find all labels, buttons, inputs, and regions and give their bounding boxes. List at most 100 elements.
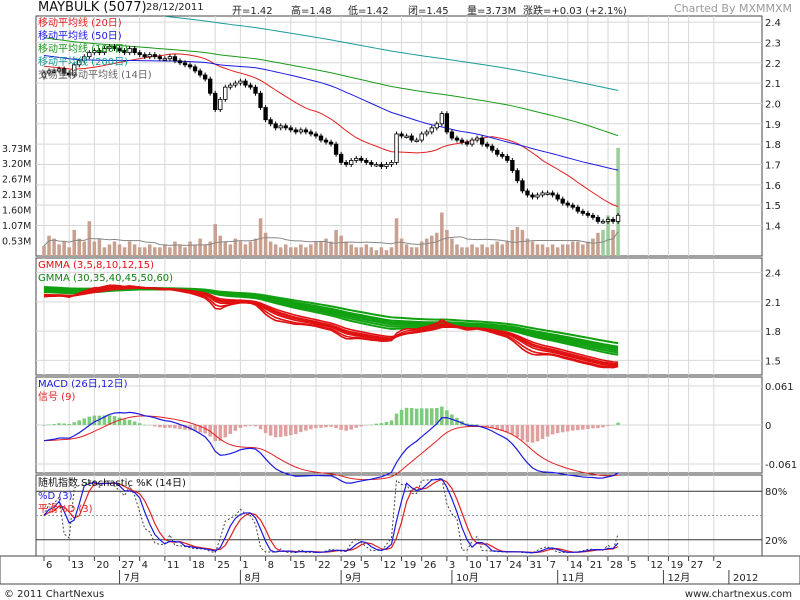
legend-ma100: 移动平均线 (100日) (38, 44, 129, 55)
volume-bar (117, 244, 122, 256)
macd-histogram-bar (359, 425, 364, 427)
volume-bar (213, 224, 217, 256)
volume-bar (344, 241, 348, 256)
candle-body (505, 155, 510, 161)
volume-bar (571, 241, 575, 256)
candle-body (122, 50, 127, 54)
macd-histogram-bar (158, 425, 162, 428)
volume-bar (470, 244, 474, 256)
macd-histogram-bar (495, 425, 499, 430)
candle-body (318, 135, 324, 141)
macd-histogram-bar (510, 425, 515, 435)
price-axis-label: 2.4 (765, 18, 781, 29)
candle-body (565, 202, 570, 206)
volume-bar (77, 238, 82, 256)
stoch-k-line (43, 477, 619, 554)
macd-histogram-bar (505, 425, 510, 433)
x-tick-label: 18 (192, 560, 205, 571)
candle-body (308, 131, 314, 135)
macd-histogram-bar (324, 425, 328, 428)
candle-body (167, 56, 173, 60)
price-axis-label: 1.9 (765, 120, 781, 131)
macd-histogram-bar (273, 425, 278, 438)
volume-bar (480, 244, 484, 256)
candle-body (142, 54, 147, 58)
macd-histogram-bar (107, 415, 112, 425)
macd-axis-label: 0 (765, 421, 771, 432)
volume-bar (72, 229, 76, 256)
macd-histogram-bar (309, 425, 313, 430)
ma50-line (43, 55, 619, 171)
macd-histogram-bar (67, 424, 71, 425)
volume-bar (349, 244, 353, 256)
macd-histogram-bar (576, 425, 580, 431)
volume-bar (203, 244, 207, 256)
macd-histogram-bar (77, 420, 82, 425)
macd-histogram-bar (364, 425, 369, 426)
volume-axis-label: 3.73M (2, 144, 31, 155)
candle-body (454, 137, 460, 141)
volume-bar (309, 244, 313, 256)
price-axis-label: 2.3 (765, 38, 781, 49)
candle-body (323, 139, 329, 143)
macd-histogram-bar (42, 425, 46, 426)
candle-body (510, 160, 515, 171)
macd-histogram-bar (228, 425, 233, 435)
macd-histogram-bar (520, 425, 525, 441)
macd-histogram-bar (344, 425, 348, 431)
volume-bar (142, 247, 147, 256)
gmma-axis-label: 2.1 (765, 298, 781, 309)
macd-histogram-bar (424, 408, 429, 425)
volume-bar (485, 247, 489, 256)
macd-histogram-bar (525, 425, 530, 443)
gmma-axis-label: 1.8 (765, 327, 781, 338)
candle-body (102, 48, 107, 54)
volume-bar (611, 229, 615, 256)
volume-bar (278, 247, 283, 256)
candle-body (328, 141, 334, 145)
candle-body (379, 164, 384, 167)
candle-body (555, 194, 560, 200)
macd-histogram-bar (374, 423, 379, 425)
legend-gmma-long: GMMA (30,35,40,45,50,60) (38, 273, 174, 284)
footer-url[interactable]: www.chartnexus.com (684, 589, 792, 600)
candle-body (313, 133, 319, 137)
candle-body (369, 162, 374, 165)
volume-bar (475, 247, 479, 256)
macd-histogram-bar (203, 425, 207, 434)
macd-histogram-bar (571, 425, 575, 431)
macd-histogram-bar (535, 425, 540, 442)
header-high: 高=1.48 (291, 6, 332, 17)
volume-bar (399, 238, 404, 256)
candle-body (182, 62, 188, 66)
legend-stoch-d: %D (3) (38, 491, 73, 502)
macd-histogram-bar (485, 425, 489, 427)
macd-histogram-bar (137, 423, 142, 425)
candle-body (56, 68, 62, 72)
x-tick-label: 28 (610, 560, 623, 571)
macd-histogram-bar (384, 421, 389, 425)
candle-body (77, 60, 82, 66)
volume-bar (601, 229, 605, 256)
x-tick-label: 6 (46, 560, 52, 571)
macd-histogram-bar (223, 425, 228, 438)
macd-histogram-bar (147, 425, 152, 426)
volume-bar (218, 235, 223, 256)
volume-bar (253, 238, 258, 256)
volume-bar (414, 247, 419, 256)
macd-histogram-bar (409, 407, 414, 425)
volume-bar (329, 241, 333, 256)
volume-bar (339, 235, 343, 256)
candle-body (469, 139, 475, 145)
candle-body (293, 129, 298, 133)
candle-body (298, 129, 303, 133)
volume-bar (198, 238, 202, 256)
x-tick-label: 17 (489, 560, 502, 571)
candle-body (177, 60, 183, 64)
month-label: 11月 (562, 572, 585, 584)
month-label: 7月 (124, 572, 140, 584)
candle-body (132, 48, 137, 54)
macd-histogram-bar (92, 415, 97, 425)
volume-bar (510, 229, 515, 256)
month-label: 9月 (345, 572, 361, 584)
